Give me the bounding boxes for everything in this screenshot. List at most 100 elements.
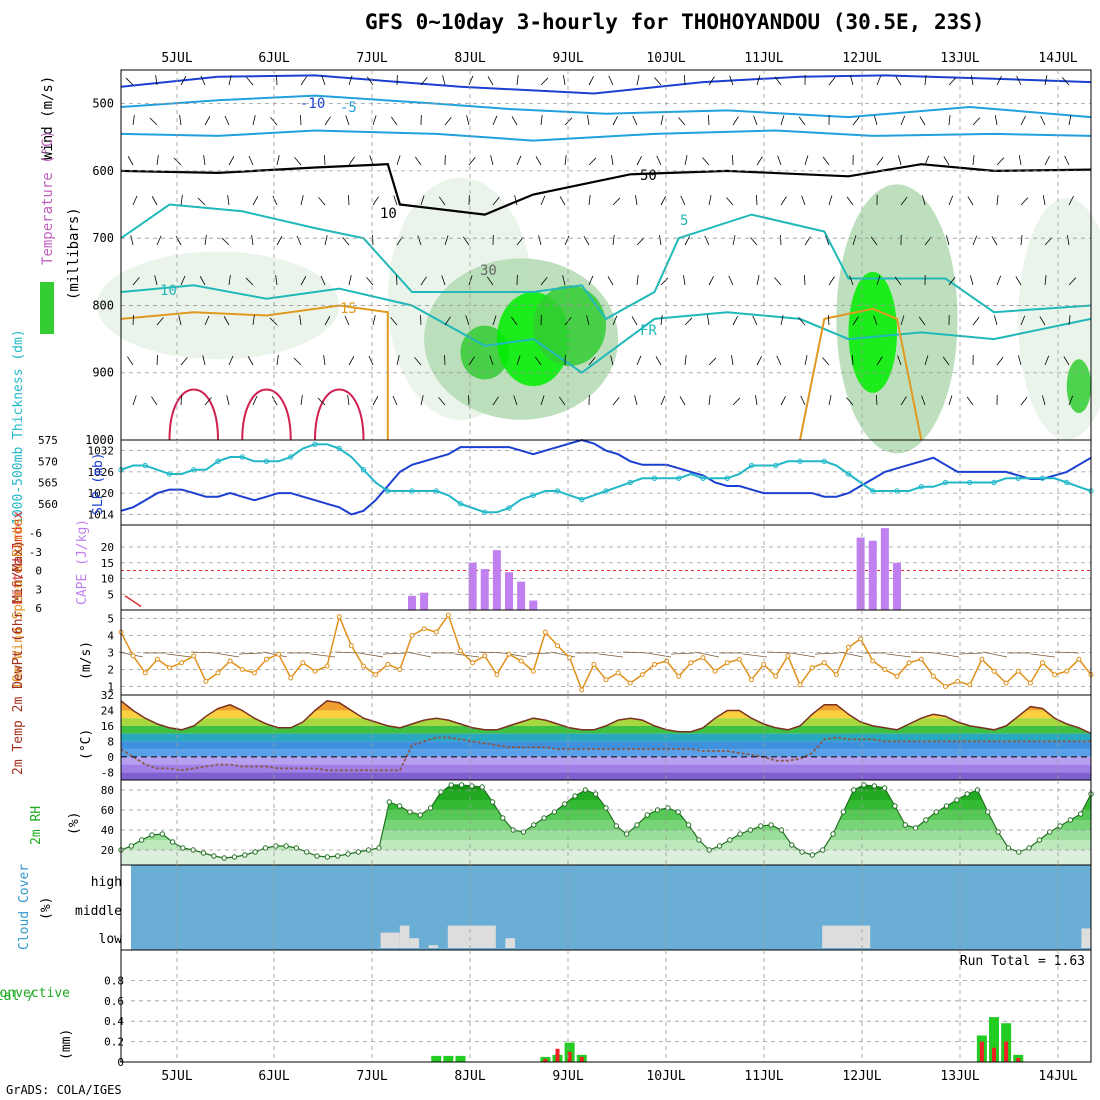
contour-label: 10	[380, 206, 397, 222]
wind-speed-point	[833, 672, 839, 678]
wind-barb	[417, 235, 422, 246]
wind-barb	[275, 275, 278, 286]
wind-barb	[178, 315, 182, 326]
wind-barb	[156, 155, 159, 166]
wind-barb	[252, 315, 255, 326]
wind-speed-point	[409, 633, 415, 638]
wind-barb	[852, 116, 860, 126]
wind-barb	[873, 315, 878, 326]
wind-barb	[127, 356, 134, 366]
precip-convective-bar	[1016, 1057, 1021, 1062]
li-tick-label: -3	[29, 546, 42, 559]
wind-speed-point	[154, 656, 160, 662]
wind-barb	[513, 395, 518, 406]
thickness-axis-label: 1000-500mb Thickness (dm)	[11, 329, 26, 525]
wind-barb	[1064, 155, 1070, 166]
bottom-date-label: 6JUL	[258, 1069, 289, 1084]
wind-barb	[660, 395, 666, 406]
wind-barb	[511, 116, 518, 126]
wind-barb	[1040, 115, 1046, 126]
wind-barb	[516, 155, 522, 166]
thickness-point	[433, 488, 439, 494]
surface-wind-barb	[166, 653, 192, 658]
wind-barb	[563, 75, 566, 86]
wind-barb	[631, 316, 638, 326]
wind-speed-point	[445, 612, 451, 618]
wind-barb	[996, 157, 1005, 166]
surface-wind-barb	[358, 652, 384, 658]
wind-barb	[1044, 75, 1048, 86]
rh-point	[892, 803, 898, 809]
rh-point	[1026, 845, 1032, 851]
rh-point	[438, 789, 444, 795]
wind-barb	[970, 275, 974, 286]
wind-speed-point	[882, 667, 888, 672]
rh-legend-swatch	[40, 282, 54, 334]
wind-barb	[252, 196, 259, 206]
wind-speed-point	[458, 648, 463, 654]
surface-wind-barb	[646, 652, 672, 658]
wind-speed-point	[373, 672, 379, 678]
rh-point	[572, 793, 578, 799]
wind-barb	[804, 155, 809, 166]
wind-barb	[204, 235, 207, 246]
panel-frame	[120, 524, 1092, 611]
rh-point	[489, 799, 496, 805]
wind-barb	[924, 155, 930, 166]
wind-barb	[317, 397, 326, 406]
wind-barb	[324, 235, 328, 246]
thickness-point	[579, 496, 585, 503]
rh-point	[345, 851, 351, 857]
top-date-label: 13JUL	[940, 51, 979, 66]
wind-barb	[876, 156, 884, 166]
wind-barb	[774, 277, 782, 286]
wind-speed-point	[361, 663, 366, 669]
wind-speed-point	[761, 661, 767, 667]
thickness-point	[1039, 475, 1046, 481]
pressure-tick-label: 500	[92, 97, 114, 111]
wind-barb	[348, 194, 350, 206]
wind-speed-point	[967, 682, 973, 688]
wind-barb	[348, 275, 352, 286]
wind-speed-point	[894, 673, 900, 679]
cloud-units-label: (%)	[39, 897, 54, 920]
rh-point	[469, 783, 475, 789]
wind-barb	[372, 315, 376, 326]
precip-convective-bar	[1004, 1041, 1009, 1062]
wind-barb	[828, 276, 835, 286]
wind-barb	[732, 235, 736, 246]
wind-barb	[559, 196, 566, 206]
wind-barb	[197, 197, 206, 206]
wind-barb	[801, 195, 806, 206]
rh-point	[376, 845, 382, 851]
wind-barb	[492, 115, 498, 126]
rh-point	[541, 815, 547, 821]
wind-barb	[874, 115, 878, 126]
wind-barb	[348, 75, 353, 86]
wind-barb	[510, 316, 518, 326]
wind-barb	[732, 116, 739, 126]
rh-point	[283, 843, 289, 849]
wind-barb	[462, 236, 470, 246]
wind-barb	[420, 395, 424, 406]
thickness-point	[288, 454, 294, 460]
wind-barb	[729, 75, 734, 86]
low-cloud-block	[1081, 928, 1091, 948]
wind-barb	[151, 396, 158, 406]
wind-barb	[1015, 276, 1022, 286]
wind-barb	[846, 196, 854, 206]
wind-barb	[612, 115, 619, 126]
grads-credit: GrADS: COLA/IGES	[6, 1083, 122, 1097]
wind-barb	[468, 275, 473, 286]
surface-wind-barb	[118, 651, 144, 658]
wind-barb	[564, 235, 570, 246]
surface-wind-barb	[406, 651, 432, 658]
surface-wind-barb	[694, 651, 720, 658]
wind-barb	[852, 316, 859, 326]
surface-wind-barb	[478, 651, 504, 654]
rh-point	[737, 831, 743, 837]
precip-total-bar	[443, 1055, 454, 1062]
wind-speed-point	[470, 660, 476, 666]
rh-point	[1005, 845, 1012, 851]
wind-speed-point	[421, 626, 427, 632]
